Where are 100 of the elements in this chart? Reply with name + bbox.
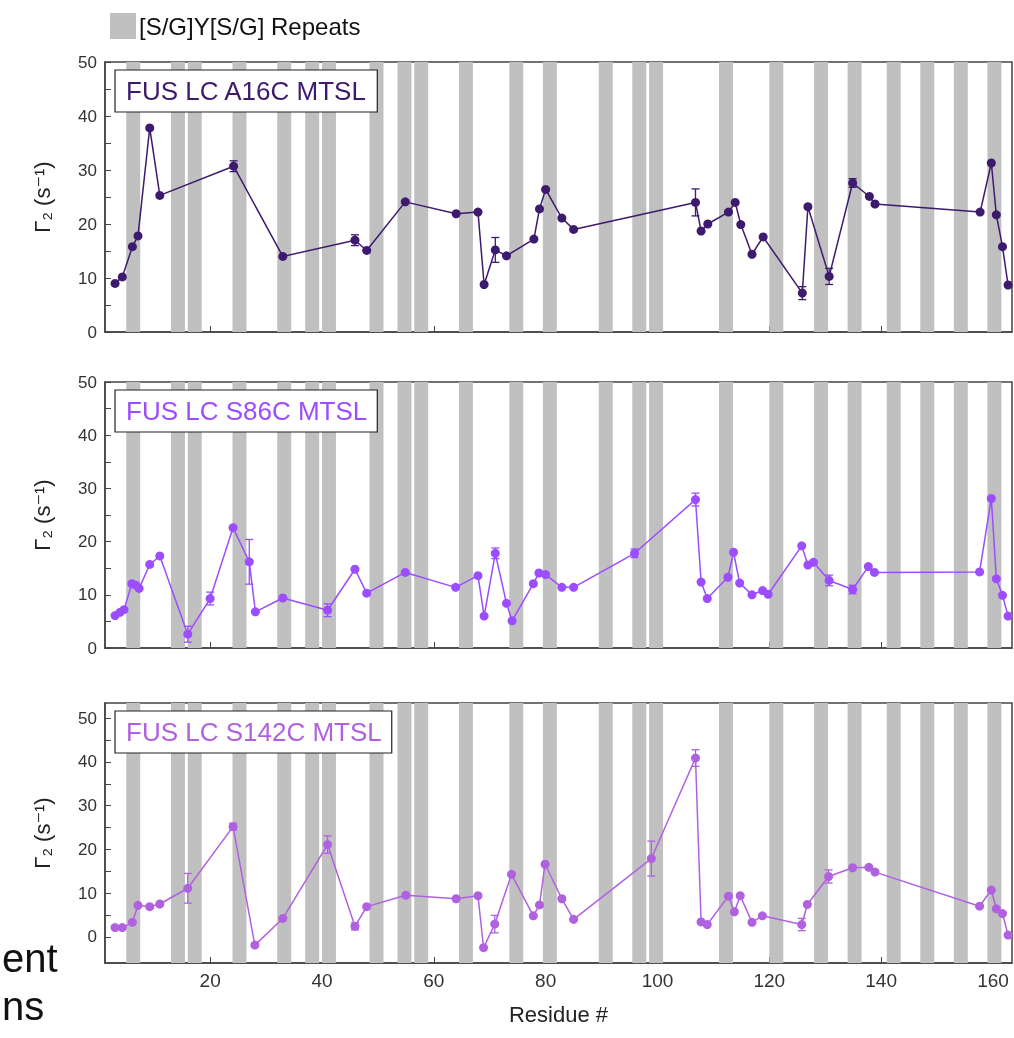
- point: [535, 204, 544, 214]
- point: [703, 219, 713, 229]
- point: [183, 883, 193, 893]
- point: [473, 891, 483, 901]
- point: [507, 869, 517, 879]
- point: [991, 574, 1001, 584]
- y-tick-label: 0: [87, 322, 97, 342]
- point: [870, 199, 880, 209]
- point: [278, 913, 288, 923]
- y-tick-label: 30: [78, 478, 97, 498]
- point: [757, 911, 767, 921]
- x-tick-label: 140: [865, 970, 897, 991]
- point: [155, 899, 165, 909]
- point: [528, 911, 538, 921]
- point: [863, 562, 873, 572]
- point: [729, 547, 739, 557]
- point: [145, 559, 155, 569]
- point: [869, 567, 879, 577]
- y-tick-label: 40: [78, 106, 97, 126]
- point: [400, 197, 410, 207]
- point: [502, 251, 511, 261]
- point: [975, 567, 985, 577]
- point: [998, 590, 1007, 600]
- y-axis-title: Γ₂ (s⁻¹): [29, 797, 55, 869]
- point: [535, 900, 544, 910]
- point: [133, 900, 143, 910]
- point: [975, 901, 985, 911]
- point: [451, 582, 461, 592]
- point: [696, 226, 706, 236]
- point: [350, 564, 360, 574]
- x-tick-label: 20: [199, 970, 221, 991]
- point: [145, 123, 155, 133]
- text: ent: [2, 936, 58, 980]
- y-tick-label: 20: [78, 839, 97, 859]
- point: [986, 158, 996, 168]
- point: [502, 598, 511, 608]
- point: [870, 867, 880, 877]
- point: [362, 902, 372, 912]
- point: [133, 231, 143, 241]
- point: [278, 593, 288, 603]
- point: [735, 578, 745, 588]
- x-tick-label: 100: [641, 970, 674, 991]
- text: FUS LC S86C MTSL: [126, 396, 368, 426]
- point: [362, 588, 372, 598]
- point: [723, 572, 733, 582]
- y-tick-label: 0: [87, 927, 97, 947]
- point: [646, 854, 656, 864]
- point: [730, 197, 740, 207]
- x-tick-label: 60: [423, 970, 445, 991]
- y-tick-label: 50: [78, 372, 97, 392]
- point: [998, 909, 1007, 919]
- point: [975, 207, 985, 217]
- y-tick-label: 30: [78, 160, 97, 180]
- point: [1003, 611, 1013, 621]
- point: [228, 523, 238, 533]
- point: [691, 197, 700, 207]
- x-tick-label: 160: [977, 970, 1009, 991]
- point: [557, 213, 567, 223]
- x-tick-label: 40: [311, 970, 333, 991]
- point: [763, 589, 773, 599]
- point: [473, 207, 483, 217]
- legend-label: [S/G]Y[S/G] Repeats: [139, 12, 361, 40]
- point: [991, 904, 1001, 914]
- point: [998, 242, 1007, 252]
- point: [824, 271, 834, 281]
- point: [803, 202, 813, 212]
- point: [747, 917, 757, 927]
- point: [735, 891, 745, 901]
- y-tick-label: 10: [78, 268, 97, 288]
- point: [1003, 280, 1013, 290]
- point: [702, 594, 712, 604]
- point: [736, 220, 746, 230]
- point: [244, 557, 254, 567]
- point: [117, 272, 127, 282]
- point: [110, 278, 120, 288]
- point: [119, 605, 129, 615]
- point: [991, 210, 1001, 220]
- point: [986, 885, 996, 895]
- point: [724, 891, 733, 901]
- point: [691, 753, 700, 763]
- point: [557, 582, 567, 592]
- y-tick-label: 0: [87, 638, 97, 658]
- point: [127, 242, 137, 252]
- series-label: FUS LC A16C MTSL: [126, 76, 366, 106]
- text: FUS LC S142C MTSL: [126, 717, 382, 747]
- point: [362, 245, 372, 255]
- point: [127, 917, 137, 927]
- point: [278, 251, 288, 261]
- point: [702, 920, 712, 930]
- point: [451, 209, 461, 219]
- x-tick-label: 80: [535, 970, 557, 991]
- point: [696, 577, 706, 587]
- point: [473, 571, 483, 581]
- point: [479, 943, 489, 953]
- y-tick-label: 40: [78, 752, 97, 772]
- point: [848, 863, 858, 873]
- y-tick-label: 50: [78, 708, 97, 728]
- point: [323, 840, 333, 850]
- point: [155, 190, 165, 200]
- point: [479, 279, 489, 289]
